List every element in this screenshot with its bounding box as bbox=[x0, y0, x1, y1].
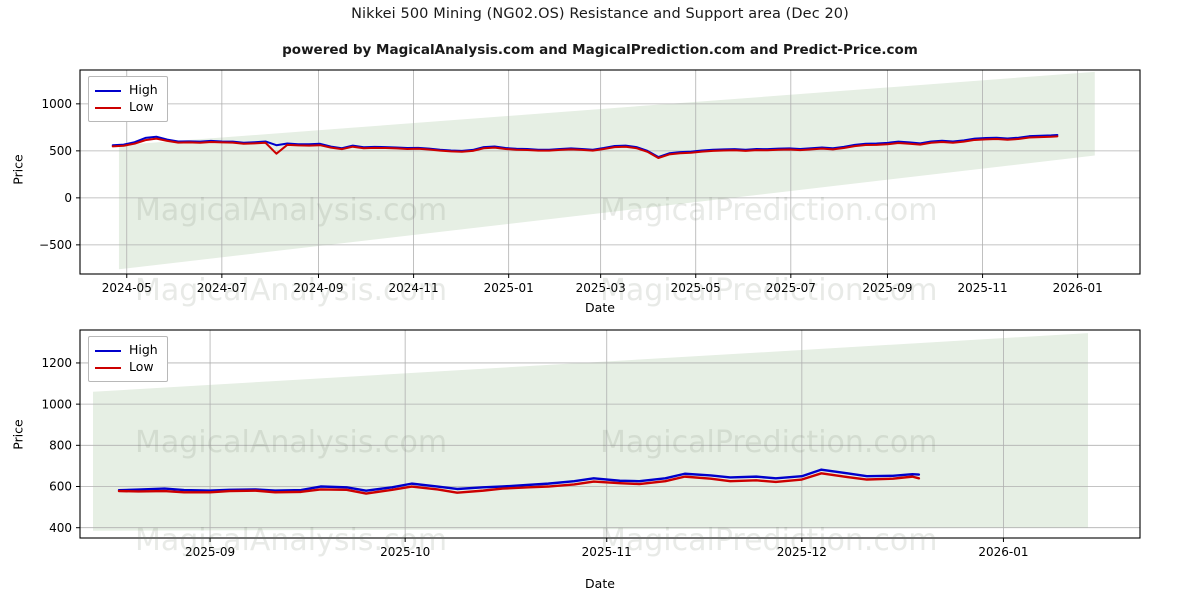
overview-x-axis-label: Date bbox=[585, 300, 615, 315]
x-tick-label: 2025-07 bbox=[766, 281, 816, 295]
gridlines bbox=[80, 330, 1140, 538]
x-tick-label: 2025-03 bbox=[576, 281, 626, 295]
watermark: MagicalAnalysis.com bbox=[135, 193, 447, 228]
overview-plot-area: −500 0 500 1000 2024-05 2024-07 2024-09 2024-11… bbox=[39, 69, 1141, 308]
y-tick-label: −500 bbox=[39, 238, 72, 252]
page-title: Nikkei 500 Mining (NG02.OS) Resistance a… bbox=[351, 6, 849, 22]
x-tick-label: 2025-09 bbox=[862, 281, 912, 295]
x-tick-label: 2024-07 bbox=[197, 281, 247, 295]
watermark: MagicalPrediction.com bbox=[600, 273, 938, 308]
zoom-plot-area: 400 600 800 1000 1200 2025-09 2025-10 2025-11 20… bbox=[41, 329, 1141, 559]
series-group bbox=[117, 468, 921, 495]
resistance-support-band bbox=[93, 333, 1088, 531]
legend-row-low: Low bbox=[95, 359, 158, 376]
watermark: MagicalPrediction.com bbox=[600, 523, 938, 558]
watermark: MagicalPrediction.com bbox=[600, 425, 938, 460]
x-tick-label: 2026-01 bbox=[978, 545, 1028, 559]
gridlines bbox=[80, 70, 1140, 274]
x-tick-label: 2025-05 bbox=[671, 281, 721, 295]
x-tick-label: 2024-09 bbox=[293, 281, 343, 295]
y-tick-label: 800 bbox=[49, 439, 72, 453]
zoom-chart: 400 600 800 1000 1200 2025-09 2025-10 2025-11 20… bbox=[0, 322, 1200, 600]
tick-marks: −500 0 500 1000 2024-05 2024-07 2024-09 2024-11… bbox=[39, 97, 1103, 295]
x-tick-label: 2025-10 bbox=[380, 545, 430, 559]
watermark: MagicalAnalysis.com bbox=[135, 425, 447, 460]
zoom-x-axis-label: Date bbox=[585, 576, 615, 591]
zoom-legend: High Low bbox=[88, 336, 168, 382]
legend-row-high: High bbox=[95, 342, 158, 359]
y-tick-label: 1000 bbox=[41, 397, 72, 411]
resistance-support-band bbox=[118, 71, 1095, 270]
y-tick-label: 1200 bbox=[41, 356, 72, 370]
overview-legend: High Low bbox=[88, 76, 168, 122]
low-line-swatch bbox=[95, 366, 121, 369]
x-tick-label: 2025-09 bbox=[185, 545, 235, 559]
high-line-swatch bbox=[95, 89, 121, 92]
plot-content bbox=[118, 71, 1095, 270]
watermark: MagicalAnalysis.com bbox=[135, 273, 447, 308]
high-line-swatch bbox=[95, 349, 121, 352]
watermark-group: MagicalAnalysis.com MagicalPrediction.com… bbox=[135, 425, 938, 558]
legend-row-low: Low bbox=[95, 99, 158, 116]
x-tick-label: 2026-01 bbox=[1053, 281, 1103, 295]
x-tick-label: 2024-05 bbox=[102, 281, 152, 295]
x-tick-label: 2025-01 bbox=[484, 281, 534, 295]
low-line-swatch bbox=[95, 106, 121, 109]
page-subtitle: powered by MagicalAnalysis.com and Magic… bbox=[282, 42, 918, 58]
tick-marks: 400 600 800 1000 1200 2025-09 2025-10 2025-11 20… bbox=[41, 356, 1028, 559]
legend-label-high: High bbox=[129, 342, 158, 358]
series-group bbox=[111, 134, 1059, 159]
x-tick-label: 2024-11 bbox=[389, 281, 439, 295]
y-tick-label: 1000 bbox=[41, 97, 72, 111]
legend-row-high: High bbox=[95, 82, 158, 99]
series-line-low bbox=[111, 135, 1059, 159]
y-tick-label: 600 bbox=[49, 480, 72, 494]
legend-label-high: High bbox=[129, 82, 158, 98]
watermark: MagicalAnalysis.com bbox=[135, 523, 447, 558]
watermark-group: MagicalAnalysis.com MagicalPrediction.com… bbox=[135, 193, 938, 308]
legend-label-low: Low bbox=[129, 99, 154, 115]
series-line-low bbox=[117, 472, 921, 495]
legend-label-low: Low bbox=[129, 359, 154, 375]
y-tick-label: 500 bbox=[49, 144, 72, 158]
plot-content bbox=[93, 333, 1088, 531]
overview-y-axis-label: Price bbox=[10, 154, 26, 185]
zoom-y-axis-label: Price bbox=[10, 419, 26, 450]
x-tick-label: 2025-11 bbox=[957, 281, 1007, 295]
y-tick-label: 400 bbox=[49, 521, 72, 535]
overview-chart: −500 0 500 1000 2024-05 2024-07 2024-09 2024-11… bbox=[0, 62, 1200, 320]
watermark: MagicalPrediction.com bbox=[600, 193, 938, 228]
x-tick-label: 2025-11 bbox=[582, 545, 632, 559]
axes-frame bbox=[79, 69, 1141, 275]
y-tick-label: 0 bbox=[64, 191, 72, 205]
series-line-high bbox=[117, 468, 921, 492]
axes-frame bbox=[79, 329, 1141, 539]
x-tick-label: 2025-12 bbox=[777, 545, 827, 559]
